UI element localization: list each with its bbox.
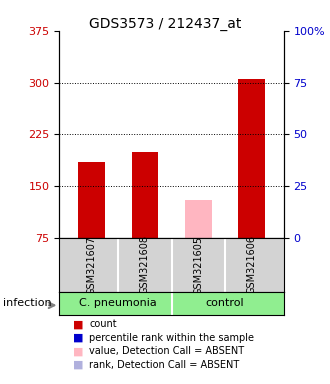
Text: value, Detection Call = ABSENT: value, Detection Call = ABSENT	[89, 346, 244, 356]
Text: ■: ■	[73, 333, 83, 343]
Text: percentile rank within the sample: percentile rank within the sample	[89, 333, 254, 343]
Text: ■: ■	[73, 360, 83, 370]
Bar	[78, 162, 105, 238]
Text: GSM321608: GSM321608	[140, 235, 150, 295]
Text: control: control	[206, 298, 244, 308]
Text: GDS3573 / 212437_at: GDS3573 / 212437_at	[89, 17, 241, 31]
Text: C. pneumonia: C. pneumonia	[79, 298, 157, 308]
Text: ■: ■	[73, 346, 83, 356]
Text: ■: ■	[73, 319, 83, 329]
Text: GSM321606: GSM321606	[247, 235, 257, 295]
Text: count: count	[89, 319, 117, 329]
Text: infection: infection	[3, 298, 52, 308]
Bar	[132, 152, 158, 238]
Text: rank, Detection Call = ABSENT: rank, Detection Call = ABSENT	[89, 360, 239, 370]
Text: GSM321607: GSM321607	[86, 235, 96, 295]
Bar	[238, 79, 265, 238]
Text: GSM321605: GSM321605	[193, 235, 203, 295]
Bar	[185, 200, 212, 238]
